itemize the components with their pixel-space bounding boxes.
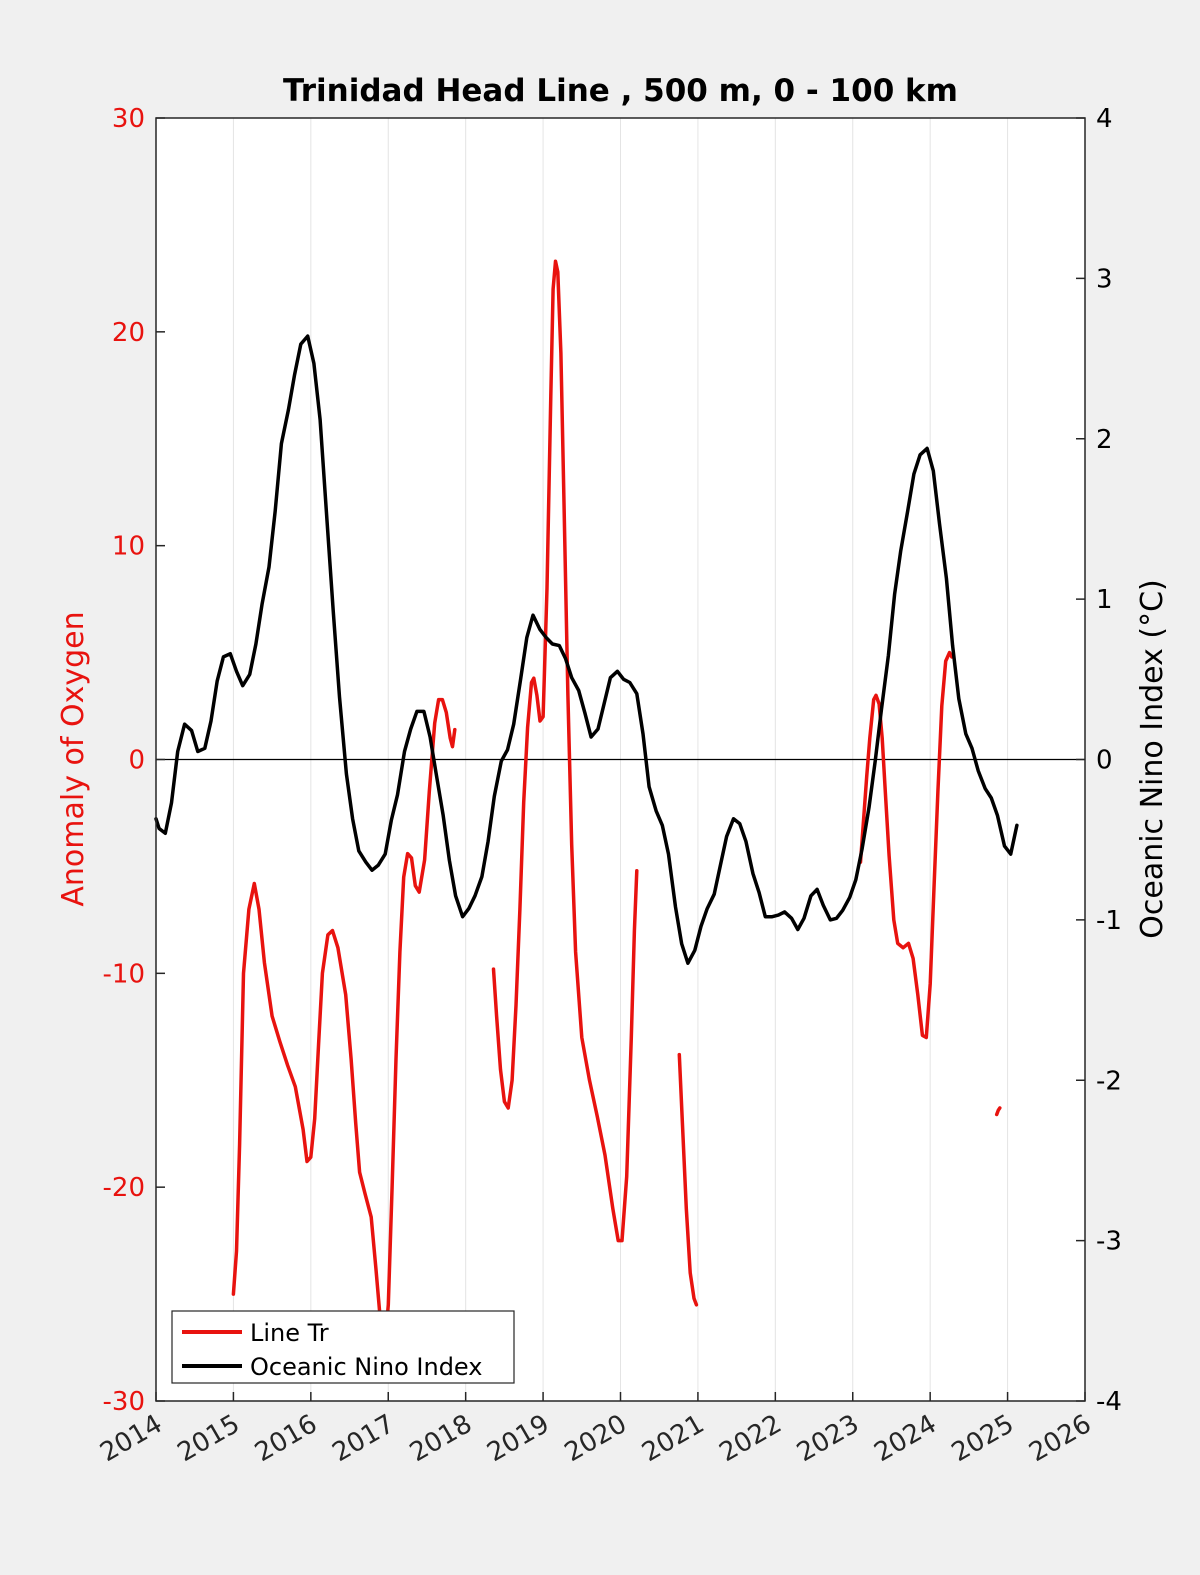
x-tick-label: 2015 bbox=[173, 1409, 245, 1468]
x-tick-label: 2021 bbox=[637, 1409, 709, 1468]
y-left-tick-label: 20 bbox=[112, 318, 145, 348]
y-right-tick-label: 1 bbox=[1096, 585, 1113, 615]
x-tick-label: 2020 bbox=[560, 1409, 632, 1468]
series-line-tr-segment-1 bbox=[491, 259, 639, 1243]
y-right-tick-label: 2 bbox=[1096, 425, 1113, 455]
legend-label-line-tr: Line Tr bbox=[250, 1319, 329, 1347]
chart-title: Trinidad Head Line , 500 m, 0 - 100 km bbox=[283, 73, 958, 109]
y-left-tick-label: -30 bbox=[103, 1387, 145, 1417]
y-left-tick-label: -10 bbox=[103, 959, 145, 989]
x-tick-label: 2025 bbox=[947, 1409, 1019, 1468]
y-right-tick-label: 3 bbox=[1096, 264, 1113, 294]
x-tick-label: 2017 bbox=[327, 1409, 399, 1468]
x-tick-label: 2024 bbox=[869, 1409, 941, 1468]
y-left-tick-label: 0 bbox=[128, 746, 145, 776]
series-line-tr-segment-4 bbox=[994, 1106, 1002, 1117]
y-left-tick-label: 30 bbox=[112, 104, 145, 134]
y-right-tick-label: 4 bbox=[1096, 104, 1113, 134]
series-line-tr-segment-3 bbox=[858, 650, 954, 1040]
legend-label-oni: Oceanic Nino Index bbox=[250, 1353, 482, 1381]
legend: Line Tr Oceanic Nino Index bbox=[171, 1310, 515, 1384]
y-left-tick-label: 10 bbox=[112, 532, 145, 562]
x-tick-label: 2014 bbox=[95, 1409, 167, 1468]
x-tick-label: 2026 bbox=[1024, 1409, 1096, 1468]
y-right-tick-label: -1 bbox=[1096, 906, 1122, 936]
y-right-tick-label: 0 bbox=[1096, 746, 1113, 776]
y-axis-left-label: Anomaly of Oxygen bbox=[56, 611, 91, 906]
series-line-tr-segment-0 bbox=[231, 697, 457, 1343]
x-tick-label: 2023 bbox=[792, 1409, 864, 1468]
x-tick-label: 2019 bbox=[482, 1409, 554, 1468]
y-right-tick-label: -3 bbox=[1096, 1227, 1122, 1257]
y-right-tick-label: -2 bbox=[1096, 1066, 1122, 1096]
y-right-tick-label: -4 bbox=[1096, 1387, 1122, 1417]
series-layer bbox=[154, 259, 1019, 1343]
legend-box bbox=[171, 1310, 515, 1384]
x-tick-label: 2022 bbox=[715, 1409, 787, 1468]
series-line-tr-segment-2 bbox=[677, 1052, 699, 1307]
x-tick-label: 2018 bbox=[405, 1409, 477, 1468]
series-oni-segment-0 bbox=[154, 334, 1019, 965]
y-left-tick-label: -20 bbox=[103, 1173, 145, 1203]
y-axis-right-label: Oceanic Nino Index (°C) bbox=[1135, 579, 1170, 939]
x-tick-label: 2016 bbox=[250, 1409, 322, 1468]
